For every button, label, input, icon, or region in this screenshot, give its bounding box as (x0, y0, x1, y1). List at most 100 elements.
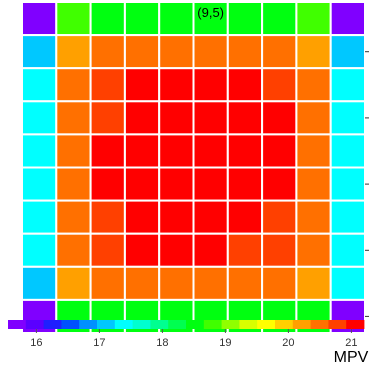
heatmap-cell (55, 1, 92, 37)
colorbar-segment (239, 320, 258, 329)
colorbar-segment (221, 320, 240, 329)
heatmap-cell (192, 232, 229, 268)
heatmap-cell (295, 34, 332, 70)
colorbar-segment (168, 320, 187, 329)
heatmap-cell (158, 34, 195, 70)
colorbar-segment (43, 320, 62, 329)
heatmap-cells (21, 1, 367, 334)
heatmap-cell (89, 133, 126, 169)
heatmap-cell (295, 67, 332, 103)
heatmap-cell (261, 133, 298, 169)
heatmap-cell (192, 166, 229, 202)
heatmap-cell (55, 34, 92, 70)
colorbar-ticks: 16 17 18 19 20 21 (30, 329, 358, 349)
heatmap-cell (261, 232, 298, 268)
colorbar-segment (132, 320, 151, 329)
heatmap-cell (123, 34, 161, 70)
heatmap-cell (295, 1, 332, 37)
colorbar (8, 320, 365, 329)
heatmap-cell (295, 265, 332, 301)
heatmap-cell (21, 1, 58, 37)
colorbar-segment (79, 320, 98, 329)
colorbar-segment (150, 320, 169, 329)
heatmap-cell (329, 34, 367, 70)
heatmap-cell (89, 166, 126, 202)
heatmap-cell (89, 199, 126, 235)
heatmap-cell (123, 133, 161, 169)
heatmap-cell (295, 166, 332, 202)
colorbar-segment (25, 320, 44, 329)
heatmap-cell (89, 232, 126, 268)
heatmap-cell (329, 232, 367, 268)
heatmap-cell (226, 67, 264, 103)
heatmap-cell (89, 100, 126, 136)
heatmap-cell (261, 100, 298, 136)
heatmap-cell (329, 166, 367, 202)
heatmap-cell (261, 199, 298, 235)
heatmap-cell (21, 166, 58, 202)
heatmap-cell (21, 199, 58, 235)
heatmap-cell (329, 133, 367, 169)
heatmap-cell (226, 1, 264, 37)
heatmap-cell (158, 67, 195, 103)
heatmap-cell (295, 133, 332, 169)
heatmap-cell (123, 1, 161, 37)
heatmap-cell (158, 199, 195, 235)
heatmap-cell (89, 1, 126, 37)
heatmap-cell (192, 199, 229, 235)
right-axis-ticks (365, 51, 369, 317)
heatmap-cell (158, 265, 195, 301)
colorbar-segment (97, 320, 116, 329)
heatmap-cell (192, 100, 229, 136)
colorbar-segment (186, 320, 205, 329)
heatmap-cell (226, 100, 264, 136)
heatmap-cell (329, 199, 367, 235)
heatmap-cell (158, 232, 195, 268)
heatmap-cell (226, 166, 264, 202)
heatmap-cell (21, 67, 58, 103)
heatmap-cell (21, 133, 58, 169)
heatmap-cell (123, 199, 161, 235)
heatmap-cell (55, 133, 92, 169)
heatmap-cell (226, 199, 264, 235)
heatmap-cell (89, 67, 126, 103)
colorbar-segment (275, 320, 294, 329)
heatmap-cell (295, 100, 332, 136)
colorbar-tick-label: 21 (345, 337, 357, 349)
heatmap-cell (158, 100, 195, 136)
colorbar-segment (203, 320, 222, 329)
heatmap-cell (21, 100, 58, 136)
heatmap-cell (295, 199, 332, 235)
heatmap-cell (261, 166, 298, 202)
heatmap-cell (226, 34, 264, 70)
heatmap-cell (158, 133, 195, 169)
heatmap-cell (89, 265, 126, 301)
colorbar-tick-label: 17 (93, 337, 105, 349)
colorbar-tick-label: 19 (219, 337, 231, 349)
colorbar-tick-label: 18 (156, 337, 168, 349)
heatmap-cell (192, 34, 229, 70)
heatmap-cell (123, 166, 161, 202)
heatmap-cell (261, 34, 298, 70)
heatmap-cell (329, 67, 367, 103)
heatmap-cell (329, 265, 367, 301)
heatmap-cell (55, 67, 92, 103)
heatmap-cell (295, 232, 332, 268)
heatmap-cell (55, 166, 92, 202)
colorbar-segment (61, 320, 80, 329)
colorbar-tick-label: 20 (282, 337, 294, 349)
heatmap-cell (192, 67, 229, 103)
heatmap-cell (329, 100, 367, 136)
heatmap-cell (123, 100, 161, 136)
chart-title: (9,5) (197, 5, 224, 20)
heatmap-cell (329, 1, 367, 37)
heatmap-cell (55, 232, 92, 268)
heatmap-cell (261, 1, 298, 37)
colorbar-label: MPV (334, 349, 369, 366)
heatmap-cell (226, 133, 264, 169)
heatmap-cell (158, 166, 195, 202)
heatmap-cell (261, 265, 298, 301)
colorbar-segment (292, 320, 311, 329)
colorbar-segment (8, 320, 27, 329)
